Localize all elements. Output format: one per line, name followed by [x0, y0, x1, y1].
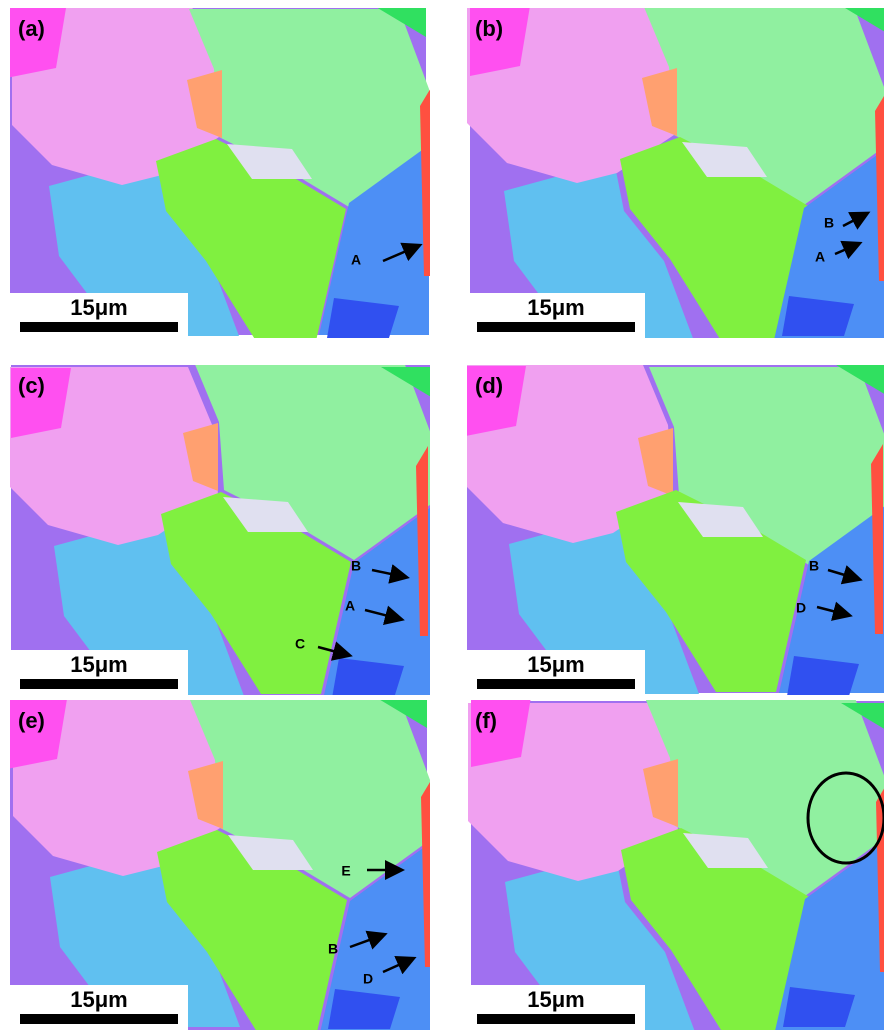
scale-bar-label: 15μm — [70, 987, 128, 1012]
marker-label: B — [809, 558, 819, 574]
marker-label: D — [796, 600, 806, 616]
ebsd-map: (a) 15μm A — [10, 8, 430, 338]
ebsd-map: (f) 15μm — [467, 700, 884, 1030]
scale-bar-label: 15μm — [527, 652, 585, 677]
ebsd-map: (b) 15μm B A — [467, 8, 884, 338]
panel-label: (d) — [475, 373, 503, 398]
panel-label: (c) — [18, 373, 45, 398]
scale-bar-label: 15μm — [527, 295, 585, 320]
scale-bar-label: 15μm — [70, 652, 128, 677]
scale-bar — [477, 1014, 635, 1024]
panel-label: (b) — [475, 16, 503, 41]
panel-label: (f) — [475, 708, 497, 733]
marker-label: A — [345, 598, 355, 614]
scale-bar — [20, 322, 178, 332]
marker-label: A — [351, 252, 361, 268]
marker-label: E — [341, 863, 350, 879]
marker-label: B — [824, 215, 834, 231]
marker-label: A — [815, 249, 825, 265]
figure: (a) 15μm A (b) 15μm B A (c) 15μm B A C (d) 15μm B D (e) 1… — [0, 0, 884, 1030]
ebsd-map: (c) 15μm B A C — [10, 365, 430, 695]
marker-label: C — [295, 636, 305, 652]
scale-bar-label: 15μm — [527, 987, 585, 1012]
marker-label: B — [328, 941, 338, 957]
panel-label: (a) — [18, 16, 45, 41]
scale-bar-label: 15μm — [70, 295, 128, 320]
scale-bar — [477, 679, 635, 689]
ebsd-map: (d) 15μm B D — [467, 365, 884, 695]
scale-bar — [477, 322, 635, 332]
scale-bar — [20, 679, 178, 689]
scale-bar — [20, 1014, 178, 1024]
marker-label: B — [351, 558, 361, 574]
panel-label: (e) — [18, 708, 45, 733]
marker-label: D — [363, 971, 373, 987]
ebsd-map: (e) 15μm E B D — [10, 700, 430, 1030]
